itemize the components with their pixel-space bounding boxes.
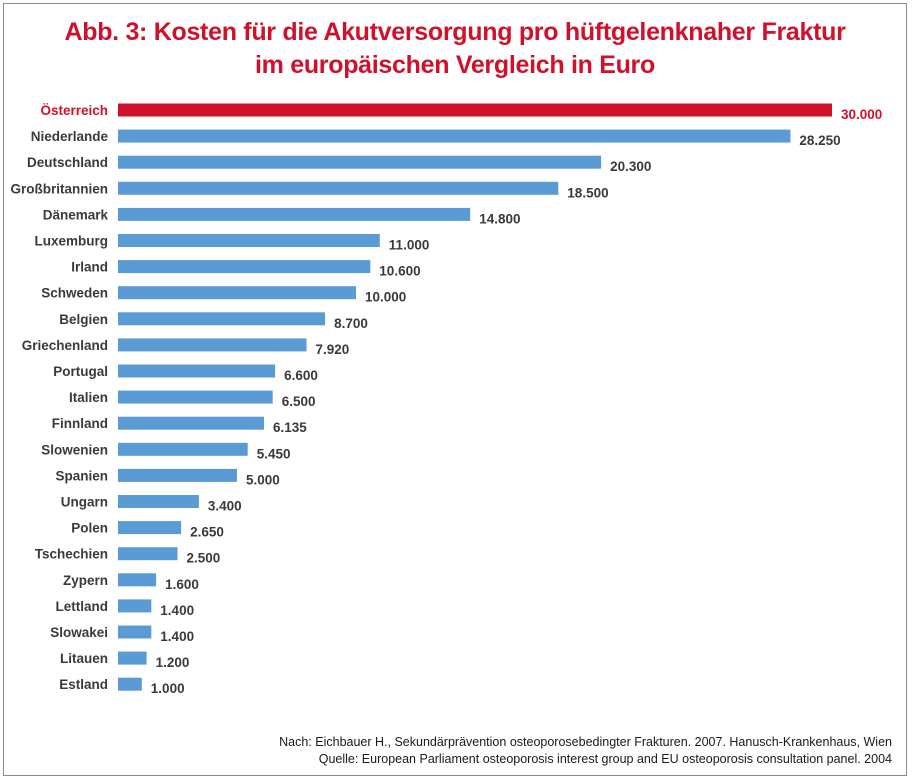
category-label: Polen [71,521,108,536]
value-label: 1.200 [156,655,190,670]
value-label: 6.500 [282,394,316,409]
category-label: Lettland [56,599,109,614]
bar-12 [118,416,264,430]
category-label: Luxemburg [34,234,108,249]
bar-21 [118,651,147,665]
chart-title-line2: im europäischen Vergleich in Euro [255,51,655,79]
bar-9 [118,338,307,352]
category-label: Belgien [59,312,108,327]
category-label: Irland [71,260,108,275]
category-label: Ungarn [61,495,108,510]
category-label: Litauen [60,651,108,666]
bar-15 [118,495,199,508]
figure-frame [3,3,907,776]
value-label: 5.450 [257,446,291,461]
source-note: Nach: Eichbauer H., Sekundärprävention o… [279,734,892,768]
bar-11 [118,390,273,404]
bar-19 [118,599,152,613]
category-label: Deutschland [27,155,108,170]
bar-1 [118,129,791,143]
bar-5 [118,234,380,247]
bar-13 [118,442,248,456]
bar-4 [118,207,471,221]
chart-title-line1: Abb. 3: Kosten für die Akutversorgung pr… [64,18,846,46]
value-label: 2.650 [190,525,224,540]
value-label: 10.000 [365,290,406,305]
bar-8 [118,312,326,326]
category-label: Schweden [41,286,108,301]
category-label: Italien [69,390,108,405]
value-label: 7.920 [316,342,350,357]
source-line-2: Quelle: European Parliament osteoporosis… [318,752,892,766]
value-label: 3.400 [208,499,242,514]
bar-6 [118,260,371,274]
category-label: Spanien [55,468,108,483]
bar-0 [118,103,832,117]
bar-20 [118,625,152,639]
category-label: Griechenland [22,338,108,353]
value-label: 1.600 [165,577,199,592]
value-label: 2.500 [187,551,221,566]
category-label: Estland [59,677,108,692]
bar-22 [118,677,142,691]
value-label: 30.000 [841,107,882,122]
source-line-1: Nach: Eichbauer H., Sekundärprävention o… [279,735,892,749]
category-label: Slowakei [50,625,108,640]
category-label: Finnland [52,416,108,431]
category-label: Österreich [40,103,108,118]
bar-18 [118,573,157,587]
bar-7 [118,286,356,300]
value-label: 10.600 [379,264,420,279]
bar-16 [118,521,182,535]
bar-2 [118,155,602,169]
value-label: 8.700 [334,316,368,331]
bar-10 [118,364,276,378]
value-label: 1.000 [151,681,185,696]
chart-title: Abb. 3: Kosten für die Akutversorgung pr… [0,16,910,82]
value-label: 6.600 [284,368,318,383]
value-label: 5.000 [246,472,280,487]
category-label: Portugal [53,364,108,379]
value-label: 14.800 [479,211,520,226]
value-label: 1.400 [160,629,194,644]
value-label: 11.000 [389,238,430,253]
category-label: Zypern [63,573,108,588]
category-label: Slowenien [41,442,108,457]
value-label: 6.135 [273,420,307,435]
value-label: 1.400 [160,603,194,618]
bar-14 [118,468,237,482]
bar-3 [118,181,559,195]
category-label: Dänemark [43,207,109,222]
bar-17 [118,547,178,561]
value-label: 20.300 [610,159,651,174]
value-label: 28.250 [799,133,840,148]
category-label: Großbritannien [11,181,109,196]
category-label: Niederlande [31,129,109,144]
value-label: 18.500 [567,185,608,200]
category-label: Tschechien [35,547,108,562]
